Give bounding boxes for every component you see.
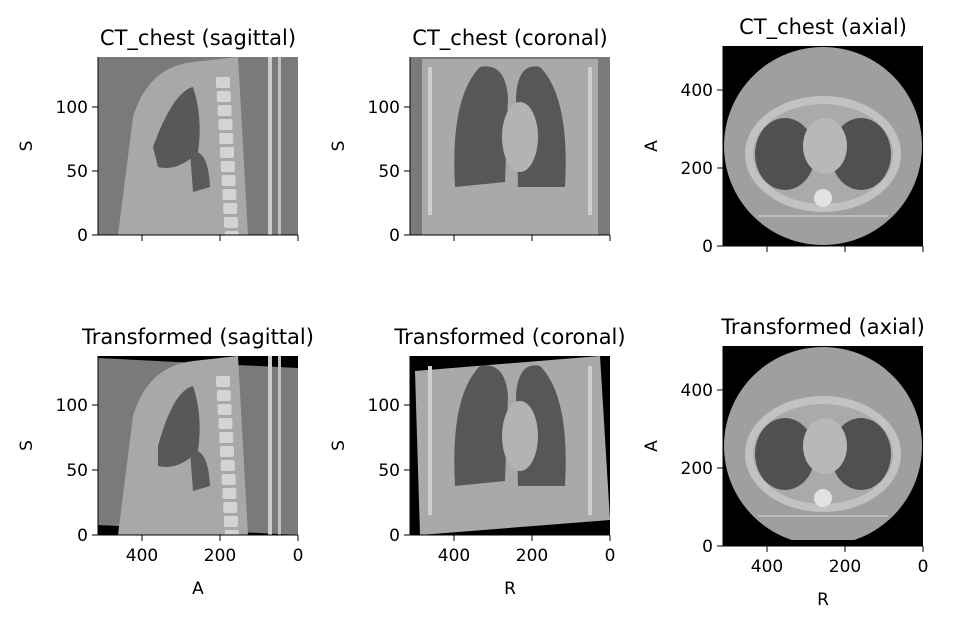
y-tick-label: 100 [56,98,88,118]
heart [803,418,847,474]
y-axis-label: A [642,140,662,152]
vertebra [224,217,238,228]
panel-sagittal-orig: CT_chest (sagittal) 0 50 100 S [17,26,299,246]
x-tick-label: 200 [204,546,236,566]
vertebra [814,489,832,507]
vertebra [217,105,232,116]
left-lung [831,118,891,190]
edge-black [723,540,923,546]
panel-title: Transformed (axial) [720,315,925,339]
x-tick-label: 0 [918,557,929,577]
panel-coronal-orig: CT_chest (coronal) 0 50 100 S [329,26,611,246]
rib-edge [428,67,432,215]
y-tick-label: 100 [368,98,400,118]
x-tick-label: 0 [293,546,304,566]
vertebra [218,418,233,429]
vertebra [220,161,235,172]
vertebra [216,376,230,387]
vertebra [224,231,239,235]
vertebra [216,390,231,401]
x-axis-label: A [192,579,204,599]
vertebra [217,404,232,415]
y-tick-label: 0 [77,526,88,546]
y-tick-label: 200 [681,459,713,479]
table-line-2 [278,356,281,535]
y-tick-label: 400 [681,81,713,101]
vertebra [224,516,238,527]
vertebra [221,474,236,485]
panel-axial-orig: CT_chest (axial) 0 200 400 A [642,15,924,257]
lung-region [158,386,200,467]
x-tick-label: 400 [438,546,470,566]
y-tick-label: 0 [702,537,713,557]
vertebra [222,488,237,499]
y-tick-label: 0 [77,226,88,246]
y-tick-label: 100 [56,396,88,416]
x-tick-label: 200 [516,546,548,566]
vertebra [220,446,234,457]
y-tick-label: 50 [66,461,88,481]
x-tick-label: 400 [126,546,158,566]
heart [803,118,847,174]
panel-title: Transformed (coronal) [393,325,625,349]
x-axis-label: R [817,590,829,610]
heart [502,401,538,471]
right-lung [755,118,815,190]
y-tick-label: 0 [389,226,400,246]
vertebra [218,119,233,130]
y-axis-label: S [329,440,349,451]
left-lung [831,418,891,490]
x-tick-label: 200 [829,557,861,577]
lung-lower [190,151,210,192]
y-tick-label: 400 [681,381,713,401]
vertebra [219,133,234,144]
y-tick-label: 0 [702,237,713,257]
panel-sagittal-trans: Transformed (sagittal) 0 50 100 S 400 200 0 A [17,325,314,599]
table-line [268,356,272,535]
panel-title: CT_chest (coronal) [412,26,607,51]
x-axis-label: R [504,579,516,599]
right-lung [454,365,508,486]
lung-region [153,87,200,168]
right-lung [454,66,508,187]
y-tick-label: 0 [389,526,400,546]
x-tick-label: 400 [751,557,783,577]
y-axis-label: A [642,440,662,452]
panel-coronal-trans: Transformed (coronal) 0 50 100 S 400 200 0 R [329,325,626,599]
x-tick-label: 0 [605,546,616,566]
rib-edge-2 [588,67,592,215]
panel-axial-trans: Transformed (axial) 0 200 400 A 400 200 0 R [642,315,928,610]
table-line [268,57,272,235]
vertebra [220,147,234,158]
lung-lower [190,450,210,491]
y-axis-label: S [329,141,349,152]
y-tick-label: 50 [378,162,400,182]
rib-edge [428,366,432,515]
panel-title: CT_chest (sagittal) [100,26,296,51]
vertebra [814,189,832,207]
y-tick-label: 50 [378,461,400,481]
vertebra [216,91,231,102]
y-axis-label: S [17,141,37,152]
heart [502,102,538,172]
vertebra [216,77,230,88]
vertebra [224,530,239,535]
vertebra [220,460,235,471]
y-tick-label: 200 [681,159,713,179]
y-axis-label: S [17,440,37,451]
panel-title: CT_chest (axial) [739,15,907,40]
y-tick-label: 50 [66,162,88,182]
panel-title: Transformed (sagittal) [81,325,314,349]
vertebra [223,502,238,513]
vertebra [222,189,237,200]
rib-edge-2 [588,366,592,515]
y-tick-label: 100 [368,396,400,416]
right-lung [755,418,815,490]
vertebra [221,175,236,186]
vertebra [219,432,234,443]
table-line-2 [278,57,281,235]
vertebra [223,203,238,214]
